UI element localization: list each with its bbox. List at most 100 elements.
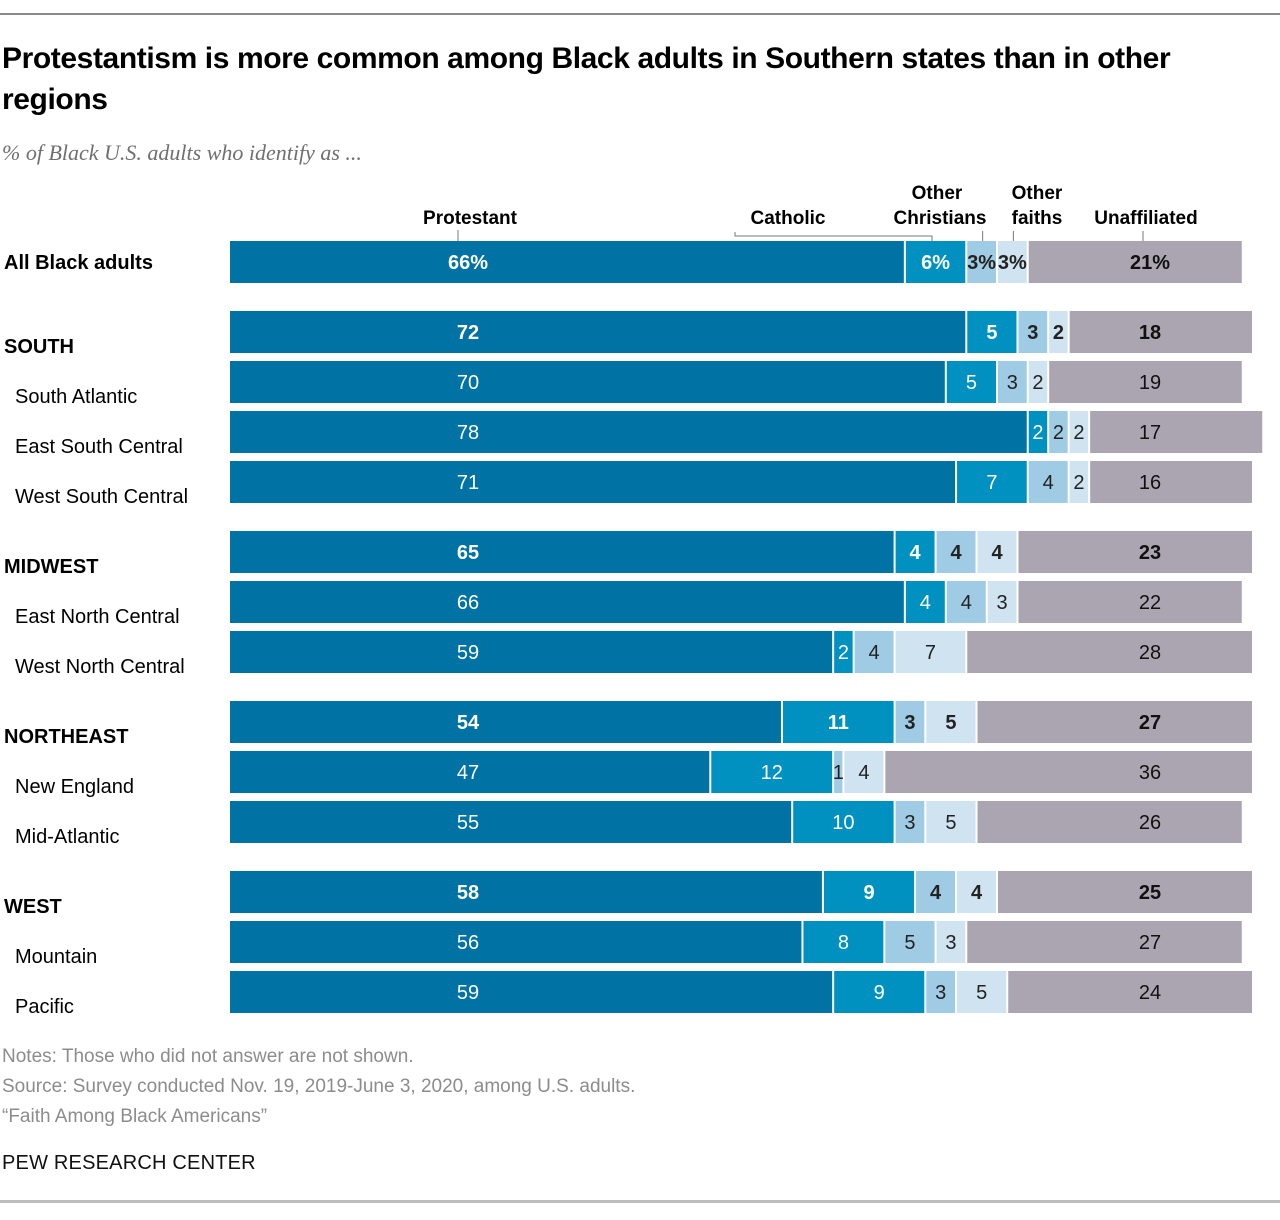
row-label-new-england: New England <box>15 776 134 798</box>
data-label-west-south-central-other_christians: 4 <box>1043 472 1054 494</box>
legend-label-other-christians-line2: Christians <box>894 208 987 229</box>
row-label-west-south-central: West South Central <box>15 486 188 508</box>
bar-midwest-catholic <box>895 531 935 573</box>
bar-south-atlantic-other_christians <box>998 361 1027 403</box>
data-label-east-north-central-other_christians: 4 <box>961 592 972 614</box>
bar-west-north-central-catholic <box>834 631 853 673</box>
data-label-south-other_faiths: 2 <box>1053 322 1064 344</box>
data-label-pacific-other_faiths: 5 <box>976 982 987 1004</box>
row-label-northeast: NORTHEAST <box>4 726 128 748</box>
bar-west-south-central-catholic <box>957 461 1027 503</box>
bar-northeast-protestant <box>230 701 781 743</box>
data-label-west-unaffiliated: 25 <box>1139 882 1161 904</box>
bar-south-other_faiths <box>1049 311 1068 353</box>
bar-west-other_faiths <box>957 871 996 913</box>
data-label-mountain-protestant: 56 <box>457 932 479 954</box>
data-label-east-south-central-catholic: 2 <box>1032 422 1043 444</box>
bar-mid-atlantic-unaffiliated <box>977 801 1242 843</box>
bar-pacific-unaffiliated <box>1008 971 1252 1013</box>
bar-midwest-protestant <box>230 531 894 573</box>
bar-mountain-catholic <box>803 921 884 963</box>
data-label-west-north-central-other_christians: 4 <box>869 642 880 664</box>
data-label-south-other_christians: 3 <box>1027 322 1038 344</box>
data-label-west-other_faiths: 4 <box>971 882 983 904</box>
data-label-northeast-unaffiliated: 27 <box>1139 712 1161 734</box>
bar-mountain-unaffiliated <box>967 921 1242 963</box>
bar-all-black-adults-catholic <box>905 241 966 283</box>
data-label-midwest-other_christians: 4 <box>950 542 962 564</box>
legend-label-unaffiliated: Unaffiliated <box>1094 208 1197 229</box>
data-label-new-england-protestant: 47 <box>457 762 479 784</box>
data-label-all-black-adults-other_faiths: 3% <box>998 252 1027 274</box>
bar-mid-atlantic-other_christians <box>895 801 925 843</box>
data-label-all-black-adults-unaffiliated: 21% <box>1130 252 1170 274</box>
data-label-all-black-adults-protestant: 66% <box>448 252 488 274</box>
data-label-midwest-other_faiths: 4 <box>991 542 1003 564</box>
bar-west-north-central-protestant <box>230 631 833 673</box>
data-label-northeast-other_faiths: 5 <box>945 712 956 734</box>
data-label-east-south-central-other_christians: 2 <box>1053 422 1064 444</box>
bar-west-north-central-unaffiliated <box>967 631 1252 673</box>
data-label-northeast-protestant: 54 <box>457 712 480 734</box>
bar-west-north-central-other_faiths <box>895 631 966 673</box>
data-label-west-protestant: 58 <box>457 882 479 904</box>
bar-mountain-other_christians <box>885 921 935 963</box>
bar-mountain-protestant <box>230 921 802 963</box>
top-rule <box>0 13 1280 15</box>
data-label-south-protestant: 72 <box>457 322 479 344</box>
footnote-report: “Faith Among Black Americans” <box>2 1106 268 1127</box>
data-label-west-north-central-unaffiliated: 28 <box>1139 642 1161 664</box>
bar-pacific-other_faiths <box>957 971 1007 1013</box>
data-label-all-black-adults-other_christians: 3% <box>967 252 996 274</box>
data-label-mid-atlantic-protestant: 55 <box>457 812 479 834</box>
data-label-mid-atlantic-catholic: 10 <box>832 812 854 834</box>
data-label-pacific-catholic: 9 <box>874 982 885 1004</box>
bar-south-atlantic-other_faiths <box>1028 361 1048 403</box>
bar-new-england-catholic <box>711 751 833 793</box>
data-label-new-england-other_christians: 1 <box>833 762 844 784</box>
brand-logo-text: PEW RESEARCH CENTER <box>2 1152 256 1174</box>
data-label-new-england-unaffiliated: 36 <box>1139 762 1161 784</box>
data-label-south-atlantic-other_faiths: 2 <box>1032 372 1043 394</box>
bar-west-south-central-other_christians <box>1028 461 1068 503</box>
data-label-pacific-unaffiliated: 24 <box>1139 982 1161 1004</box>
data-label-south-atlantic-other_christians: 3 <box>1007 372 1018 394</box>
data-label-midwest-unaffiliated: 23 <box>1139 542 1161 564</box>
data-label-east-north-central-protestant: 66 <box>457 592 479 614</box>
data-label-northeast-other_christians: 3 <box>904 712 915 734</box>
data-label-west-south-central-other_faiths: 2 <box>1073 472 1084 494</box>
bar-east-south-central-other_faiths <box>1069 411 1089 453</box>
data-label-new-england-other_faiths: 4 <box>858 762 869 784</box>
bar-south-atlantic-unaffiliated <box>1049 361 1242 403</box>
bar-northeast-unaffiliated <box>977 701 1252 743</box>
bar-east-south-central-protestant <box>230 411 1027 453</box>
data-label-midwest-catholic: 4 <box>910 542 922 564</box>
bar-all-black-adults-other_faiths <box>998 241 1027 283</box>
data-label-west-south-central-protestant: 71 <box>457 472 479 494</box>
data-label-south-unaffiliated: 18 <box>1139 322 1161 344</box>
legend-label-other-christians-line1: Other <box>912 183 963 204</box>
chart-title: Protestantism is more common among Black… <box>2 42 1171 116</box>
data-label-east-north-central-catholic: 4 <box>920 592 931 614</box>
bar-west-south-central-other_faiths <box>1069 461 1089 503</box>
bottom-rule <box>0 1200 1280 1203</box>
bar-northeast-catholic <box>782 701 894 743</box>
bar-west-unaffiliated <box>998 871 1252 913</box>
data-label-east-south-central-other_faiths: 2 <box>1073 422 1084 444</box>
bar-south-catholic <box>967 311 1017 353</box>
bar-west-catholic <box>823 871 915 913</box>
data-label-west-catholic: 9 <box>863 882 874 904</box>
data-label-midwest-protestant: 65 <box>457 542 479 564</box>
bar-midwest-other_faiths <box>977 531 1017 573</box>
data-label-pacific-protestant: 59 <box>457 982 479 1004</box>
bar-east-north-central-catholic <box>905 581 945 623</box>
bar-west-north-central-other_christians <box>854 631 894 673</box>
legend-label-protestant: Protestant <box>423 208 518 229</box>
data-label-west-south-central-unaffiliated: 16 <box>1139 472 1161 494</box>
bar-west-other_christians <box>916 871 956 913</box>
footnote-source: Source: Survey conducted Nov. 19, 2019-J… <box>2 1076 636 1097</box>
bar-midwest-unaffiliated <box>1018 531 1252 573</box>
bar-all-black-adults-unaffiliated <box>1028 241 1242 283</box>
bar-south-protestant <box>230 311 966 353</box>
data-label-northeast-catholic: 11 <box>828 712 849 734</box>
